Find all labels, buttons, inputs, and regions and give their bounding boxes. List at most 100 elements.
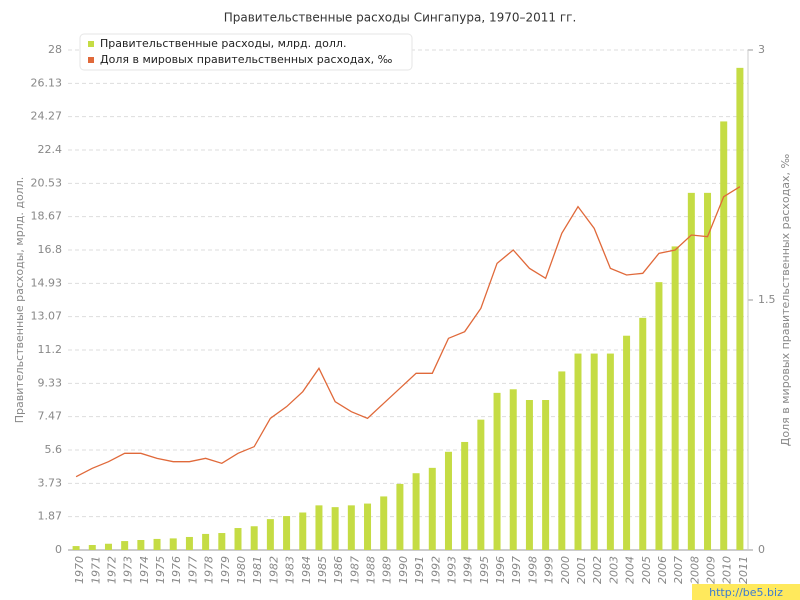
x-tick-label: 1988 <box>365 556 378 584</box>
x-tick-label: 1989 <box>381 556 394 584</box>
bar <box>234 528 242 550</box>
legend-label: Правительственные расходы, млрд. долл. <box>100 37 346 50</box>
x-tick-label: 2001 <box>575 556 588 584</box>
bar <box>623 335 631 550</box>
x-tick-label: 1982 <box>267 556 280 584</box>
bar <box>396 483 404 550</box>
bar <box>364 503 372 550</box>
x-tick-label: 2006 <box>656 556 669 584</box>
bar <box>655 282 663 550</box>
y-tick-label: 9.33 <box>38 376 63 389</box>
x-tick-label: 2005 <box>640 556 653 584</box>
x-tick-label: 1974 <box>138 556 151 584</box>
x-tick-label: 1995 <box>478 556 491 584</box>
y-tick-label: 1.87 <box>38 510 63 523</box>
bar <box>558 371 566 550</box>
y-tick-label: 14.93 <box>31 276 63 289</box>
bar <box>428 467 436 550</box>
bar <box>493 392 501 550</box>
x-tick-label: 1994 <box>462 556 475 584</box>
x-tick-label: 1986 <box>332 556 345 584</box>
x-tick-label: 2007 <box>672 556 685 584</box>
x-tick-label: 1973 <box>122 556 135 584</box>
legend-swatch <box>88 41 94 47</box>
x-tick-label: 2000 <box>559 556 572 584</box>
x-tick-label: 1970 <box>73 556 86 584</box>
bar <box>218 533 226 550</box>
x-tick-label: 1984 <box>300 556 313 584</box>
x-tick-label: 1996 <box>494 556 507 584</box>
bar <box>169 538 177 550</box>
x-tick-label: 2004 <box>624 556 637 584</box>
y-tick-label: 18.67 <box>31 210 63 223</box>
x-tick-label: 1981 <box>251 556 264 584</box>
y-tick-label: 13.07 <box>31 310 63 323</box>
x-tick-label: 1991 <box>413 556 426 584</box>
x-tick-label: 1992 <box>429 556 442 584</box>
bar <box>639 317 647 550</box>
x-tick-label: 1975 <box>154 556 167 584</box>
x-tick-label: 2011 <box>737 556 750 584</box>
bar <box>72 546 80 550</box>
bar <box>283 516 291 550</box>
bar <box>574 353 582 550</box>
y-tick-label: 3.73 <box>38 476 63 489</box>
bar <box>104 543 112 550</box>
y-tick-label: 28 <box>48 43 62 56</box>
bar <box>509 389 517 550</box>
bar <box>266 519 274 550</box>
bar <box>412 473 420 550</box>
bar <box>88 545 96 550</box>
watermark: http://be5.biz <box>709 586 783 599</box>
x-tick-label: 1997 <box>510 556 523 584</box>
y-tick-label: 16.8 <box>38 243 63 256</box>
bar <box>542 400 550 550</box>
bar <box>687 192 695 550</box>
y-axis-label: Правительственные расходы, мрлд. долл. <box>13 177 26 423</box>
bar <box>347 505 355 550</box>
legend-box <box>79 33 413 71</box>
bar <box>299 512 307 550</box>
y-tick-label: 22.4 <box>38 143 63 156</box>
x-tick-label: 2002 <box>591 556 604 584</box>
y-tick-label: 0 <box>55 543 62 556</box>
y-tick-label: 24.27 <box>31 110 63 123</box>
line <box>75 186 741 478</box>
bar <box>444 451 452 550</box>
x-tick-label: 2009 <box>705 556 718 584</box>
legend-swatch <box>88 57 94 63</box>
bar <box>185 536 193 550</box>
y-tick-label: 26.13 <box>31 76 63 89</box>
y2-axis-label: Доля в мировых правительственных расхода… <box>779 154 792 447</box>
x-tick-label: 1979 <box>219 556 232 584</box>
x-tick-label: 2010 <box>721 556 734 584</box>
x-tick-label: 1972 <box>105 556 118 584</box>
x-tick-label: 1983 <box>284 556 297 584</box>
x-tick-label: 1987 <box>348 556 361 584</box>
bar <box>477 419 485 550</box>
watermark-bg <box>692 584 800 600</box>
y-tick-label: 11.2 <box>38 343 63 356</box>
bar <box>720 121 728 550</box>
legend: Правительственные расходы, млрд. долл. До… <box>79 33 413 71</box>
bar <box>590 353 598 550</box>
x-tick-label: 1978 <box>203 556 216 584</box>
x-tick-label: 1999 <box>543 556 556 584</box>
y-tick-label: 20.53 <box>31 176 63 189</box>
bar <box>153 538 161 550</box>
x-tick-label: 2003 <box>607 556 620 584</box>
y2-tick-label: 3 <box>758 43 765 56</box>
plot-area <box>68 50 748 550</box>
bar <box>315 505 323 550</box>
y-tick-label: 7.47 <box>38 410 63 423</box>
x-tick-label: 1993 <box>445 556 458 584</box>
bar <box>671 246 679 550</box>
chart-title: Правительственные расходы Сингапура, 197… <box>224 11 577 25</box>
x-tick-label: 1985 <box>316 556 329 584</box>
x-tick-label: 1998 <box>526 556 539 584</box>
bar <box>202 533 210 550</box>
x-tick-label: 1977 <box>186 556 199 584</box>
bar <box>380 496 388 550</box>
bar <box>121 541 129 550</box>
